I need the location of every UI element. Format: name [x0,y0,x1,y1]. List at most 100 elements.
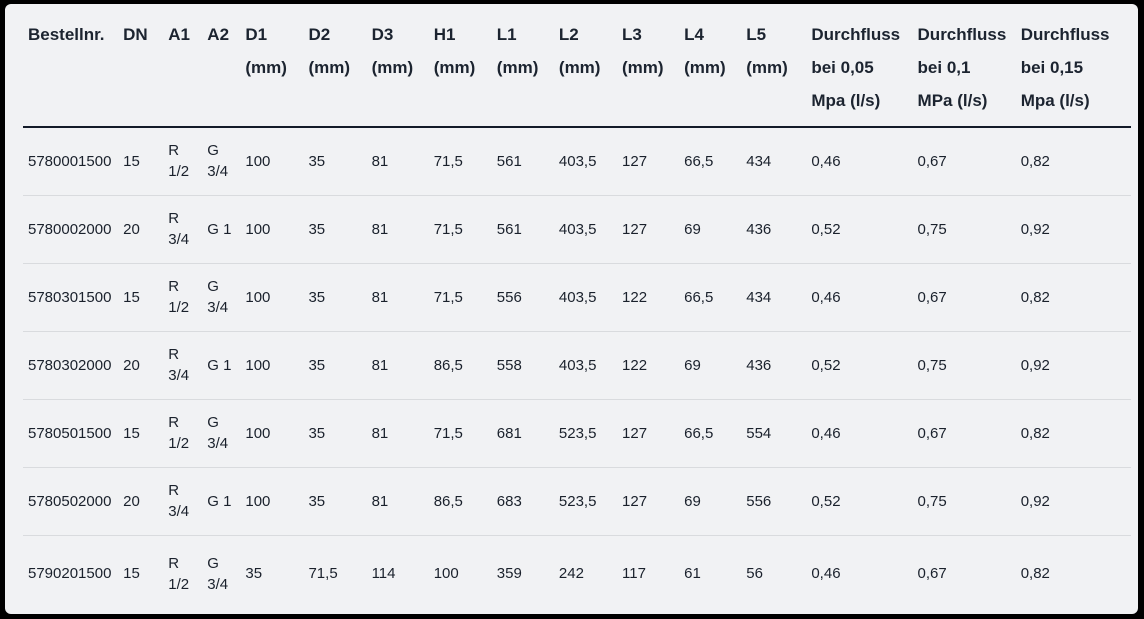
cell-durchfluss-005: 0,52 [811,356,841,374]
cell-l4: 66,5 [684,424,714,442]
cell-bestellnr: 5780002000 [28,220,112,238]
cell-h1: 71,5 [433,152,463,170]
table-row: 5780002000 20 R 3/4 G 1 100 35 81 71,5 561 403,5 1… [23,195,1131,263]
column-header-line: L3 [622,25,642,44]
column-header-line: (mm) [245,58,287,77]
column-header-line: Durchfluss [917,25,1007,44]
cell-l3: 127 [622,152,648,170]
column-header-line: Mpa (l/s) [811,91,881,110]
cell-a1: R 1/2 [168,414,190,452]
cell-bestellnr: 5780301500 [28,288,112,306]
cell-a1: R 1/2 [168,142,190,181]
cell-l1: 558 [496,356,522,374]
cell-a2: G 1 [207,220,232,238]
cell-a1: R 1/2 [168,278,190,316]
column-header-line: bei 0,1 [917,58,971,77]
cell-durchfluss-01: 0,67 [917,565,947,583]
column-header-l4: L4 (mm) [679,4,742,128]
cell-d1: 100 [245,492,271,510]
column-header-line: (mm) [684,58,726,77]
cell-l4: 69 [684,220,701,238]
cell-d2: 35 [308,424,326,442]
cell-h1: 100 [433,565,459,583]
column-header-line: D1 [245,25,268,44]
column-header-line: DN [123,25,148,44]
column-header-l1: L1 (mm) [491,4,554,128]
column-header-line: A2 [207,25,230,44]
spec-table-panel: Bestellnr. DN A1 A2 D1 (mm) D2 (mm) D3 (mm) H1 (mm)… [5,4,1138,614]
cell-d3: 114 [371,565,396,583]
cell-h1: 71,5 [433,424,463,442]
cell-l5: 436 [746,356,772,374]
cell-d1: 100 [245,152,271,170]
column-header-l5: L5 (mm) [741,4,807,128]
cell-l2: 523,5 [558,424,597,442]
cell-d3: 81 [371,152,389,170]
cell-l1: 561 [496,220,522,238]
cell-l1: 683 [496,492,522,510]
column-header-dn: DN [118,4,164,128]
column-header-line: D3 [371,25,394,44]
cell-bestellnr: 5780302000 [28,356,112,374]
cell-l4: 69 [684,492,701,510]
cell-dn: 15 [123,288,140,306]
cell-l3: 127 [622,492,648,510]
table-body: 5780001500 15 R 1/2 G 3/4 100 35 81 71,5 561 403,… [23,127,1131,612]
column-header-line: bei 0,15 [1020,58,1084,77]
column-header-line: (mm) [308,58,351,77]
cell-l5: 436 [746,220,772,238]
cell-durchfluss-015: 0,82 [1020,565,1050,583]
cell-durchfluss-01: 0,67 [917,288,947,306]
column-header-line: (mm) [558,58,601,77]
cell-l5: 56 [746,565,763,583]
cell-a2: G 3/4 [207,414,229,452]
cell-durchfluss-005: 0,46 [811,565,841,583]
cell-durchfluss-01: 0,75 [917,492,947,510]
cell-durchfluss-01: 0,67 [917,152,947,170]
cell-l4: 66,5 [684,152,714,170]
cell-d3: 81 [371,220,389,238]
column-header-line: (mm) [371,58,414,77]
column-header-line: L5 [746,25,767,44]
cell-bestellnr: 5780001500 [28,152,112,170]
column-header-a1: A1 [163,4,203,128]
cell-durchfluss-01: 0,75 [917,356,947,374]
cell-bestellnr: 5780502000 [28,492,112,510]
cell-durchfluss-005: 0,52 [811,220,841,238]
column-header-line: MPa (l/s) [917,91,988,110]
cell-durchfluss-005: 0,46 [811,424,841,442]
cell-l1: 359 [496,565,522,583]
cell-l3: 122 [622,356,648,374]
cell-dn: 15 [123,565,140,583]
table-row: 5790201500 15 R 1/2 G 3/4 35 71,5 114 100 359 242… [23,535,1131,612]
cell-d1: 100 [245,424,271,442]
column-header-d2: D2 (mm) [303,4,367,128]
column-header-d3: D3 (mm) [366,4,429,128]
cell-a2: G 1 [207,492,232,510]
cell-l2: 403,5 [558,356,597,374]
table-row: 5780502000 20 R 3/4 G 1 100 35 81 86,5 683 523,5 1… [23,467,1131,535]
table-row: 5780501500 15 R 1/2 G 3/4 100 35 81 71,5 681 523,… [23,399,1131,467]
cell-l2: 403,5 [558,220,597,238]
cell-durchfluss-005: 0,46 [811,152,841,170]
column-header-a2: A2 [202,4,241,128]
cell-d3: 81 [371,424,389,442]
cell-l1: 561 [496,152,522,170]
spec-table: Bestellnr. DN A1 A2 D1 (mm) D2 (mm) D3 (mm) H1 (mm)… [23,4,1131,612]
cell-d2: 71,5 [308,565,338,583]
cell-d3: 81 [371,288,389,306]
cell-l2: 242 [558,565,584,583]
cell-l2: 403,5 [558,288,597,306]
cell-l3: 122 [622,288,648,306]
cell-bestellnr: 5780501500 [28,424,112,442]
cell-durchfluss-015: 0,82 [1020,288,1050,306]
cell-d2: 35 [308,288,326,306]
cell-bestellnr: 5790201500 [28,565,112,583]
cell-a2: G 1 [207,356,232,374]
cell-l2: 403,5 [558,152,597,170]
cell-a1: R 1/2 [168,554,190,593]
cell-l4: 61 [684,565,701,583]
cell-durchfluss-005: 0,52 [811,492,841,510]
column-header-line: L2 [558,25,579,44]
column-header-line: Mpa (l/s) [1020,91,1090,110]
